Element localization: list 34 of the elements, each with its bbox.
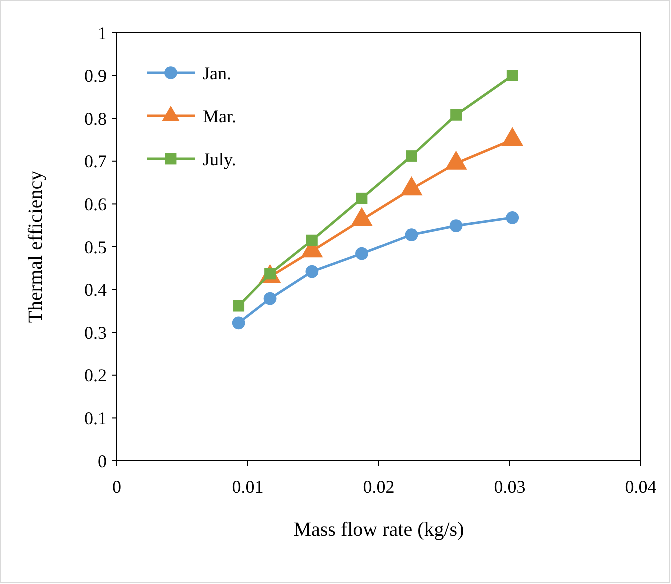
x-tick-label: 0 xyxy=(112,477,122,497)
point xyxy=(233,300,245,312)
y-tick-label: 0.8 xyxy=(84,108,107,129)
point xyxy=(405,228,418,242)
point xyxy=(232,316,246,330)
legend-label: Jan. xyxy=(203,63,232,84)
x-tick-label: 0.01 xyxy=(232,477,264,497)
x-tick-label: 0.04 xyxy=(625,477,657,497)
y-tick-label: 1 xyxy=(98,23,107,44)
y-axis-title: Thermal efficiency xyxy=(25,170,47,324)
y-tick-label: 0 xyxy=(98,451,107,472)
y-tick-label: 0.1 xyxy=(84,408,107,428)
x-tick-label: 0.03 xyxy=(494,477,526,497)
point xyxy=(264,292,277,306)
y-tick-label: 0.4 xyxy=(84,280,107,300)
point xyxy=(506,70,518,82)
y-tick-label: 0.6 xyxy=(84,194,107,214)
point xyxy=(356,247,368,260)
point xyxy=(450,220,463,232)
y-tick-label: 0.2 xyxy=(84,366,107,386)
y-tick-label: 0.3 xyxy=(84,322,107,343)
point xyxy=(450,109,462,121)
x-axis-title: Mass flow rate (kg/s) xyxy=(294,519,464,541)
legend-label: Mar. xyxy=(203,106,236,126)
legend-label: July. xyxy=(203,149,236,170)
point xyxy=(406,150,418,162)
point xyxy=(356,192,368,204)
y-tick-label: 0.9 xyxy=(84,66,107,86)
point xyxy=(306,234,318,246)
point xyxy=(306,265,319,278)
x-tick-label: 0.02 xyxy=(363,477,395,497)
y-tick-label: 0.7 xyxy=(84,152,107,172)
point xyxy=(506,211,520,224)
y-tick-label: 0.5 xyxy=(84,237,107,258)
